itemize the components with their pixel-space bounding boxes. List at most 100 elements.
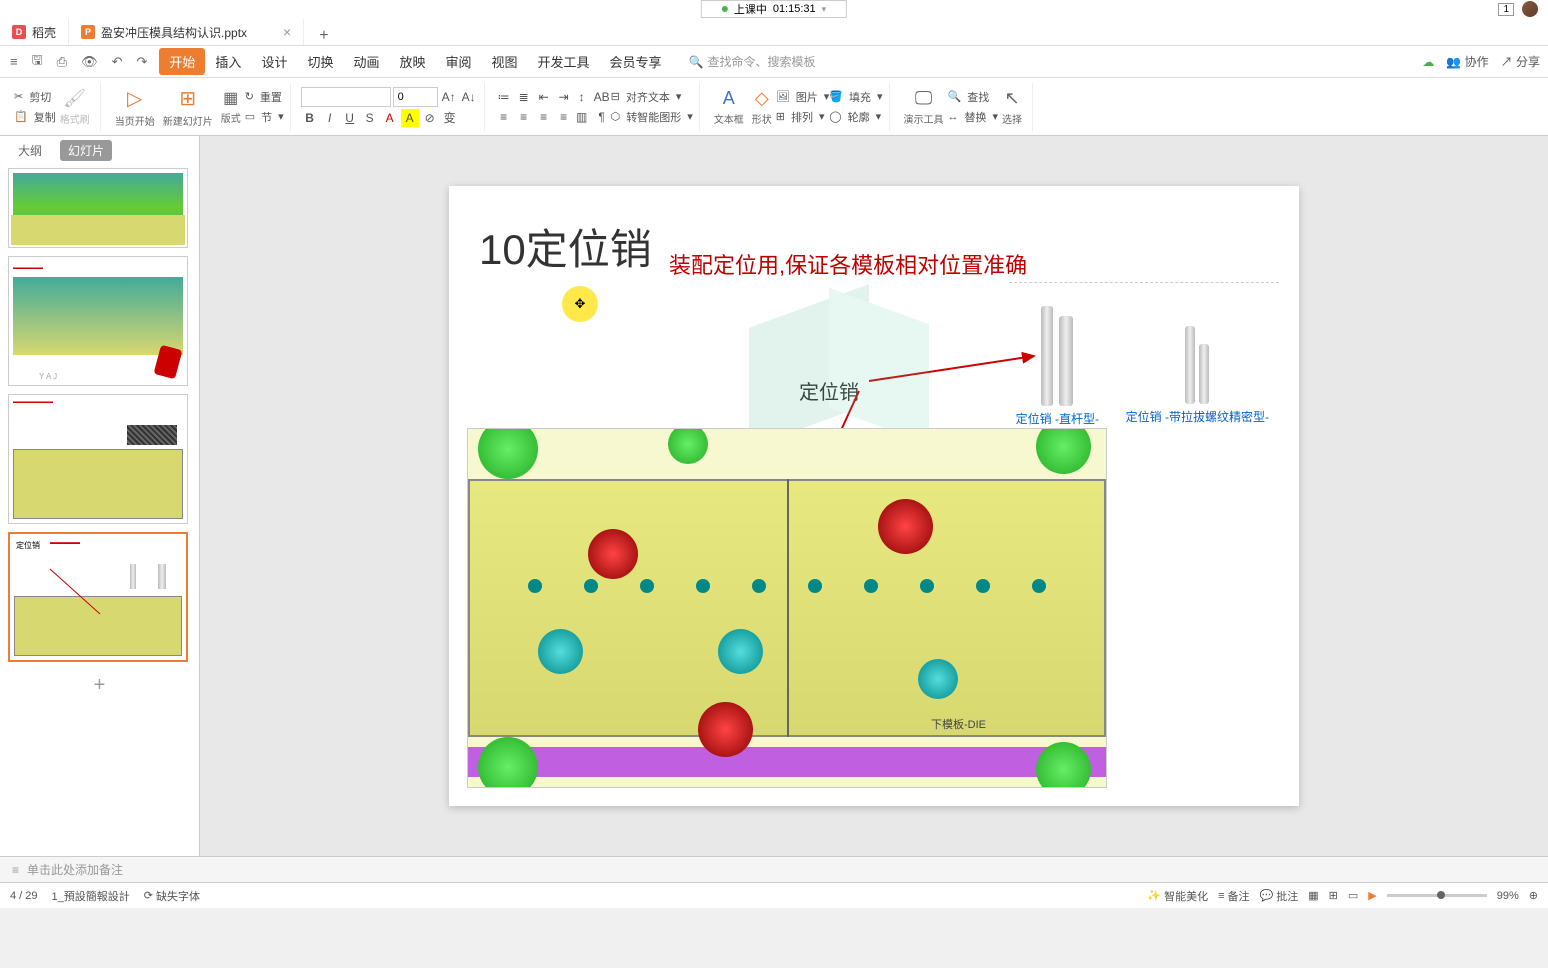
line-spacing-button[interactable]: ↕ — [573, 88, 591, 106]
command-search[interactable]: 🔍 查找命令、搜索模板 — [682, 50, 823, 73]
collab-button[interactable]: 👥 协作 — [1446, 53, 1488, 70]
font-size-input[interactable] — [393, 87, 438, 107]
cloud-sync-icon[interactable]: ☁ — [1422, 55, 1434, 69]
font-color-button[interactable]: A — [381, 109, 399, 127]
menu-review[interactable]: 审阅 — [436, 48, 482, 75]
underline-button[interactable]: U — [341, 109, 359, 127]
play-button[interactable]: ▶ — [1368, 889, 1376, 902]
view-reading-icon[interactable]: ▭ — [1348, 889, 1358, 902]
bold-button[interactable]: B — [301, 109, 319, 127]
ltr-button[interactable]: ¶ — [593, 108, 611, 126]
decrease-indent-button[interactable]: ⇤ — [535, 88, 553, 106]
increase-indent-button[interactable]: ⇥ — [555, 88, 573, 106]
shape-button[interactable]: ◇ 形状 — [748, 88, 776, 126]
thumb-2[interactable]: ▬▬▬▬▬▬ Y A J — [8, 256, 188, 386]
highlight-button[interactable]: A — [401, 109, 419, 127]
presentation-tools-button[interactable]: 🖵 演示工具 — [900, 88, 948, 126]
outline-tab-outline[interactable]: 大纲 — [10, 140, 50, 161]
section-button[interactable]: ▭节 ▾ — [245, 108, 284, 126]
menu-start[interactable]: 开始 — [159, 48, 205, 75]
new-slide-button[interactable]: ⊞ 新建幻灯片 — [159, 86, 217, 128]
page-counter[interactable]: 4 / 29 — [10, 890, 38, 902]
change-case-button[interactable]: 变 — [441, 109, 459, 127]
print-icon[interactable]: ⎙ — [55, 52, 69, 72]
bullets-button[interactable]: ≔ — [495, 88, 513, 106]
numbering-button[interactable]: ≣ — [515, 88, 533, 106]
menu-slideshow[interactable]: 放映 — [389, 48, 435, 75]
justify-button[interactable]: ≡ — [555, 108, 573, 126]
italic-button[interactable]: I — [321, 109, 339, 127]
thumb-4[interactable]: 定位销 ▬▬▬▬▬ — [8, 532, 188, 662]
find-button[interactable]: 🔍查找 — [948, 88, 999, 106]
page-indicator[interactable]: 1 — [1498, 3, 1514, 16]
image-button[interactable]: 🖼图片 ▾ — [776, 88, 830, 106]
user-avatar[interactable] — [1522, 1, 1538, 17]
columns-button[interactable]: ▥ — [573, 108, 591, 126]
template-name[interactable]: 1_預設簡報設計 — [52, 888, 130, 904]
strike-button[interactable]: S — [361, 109, 379, 127]
arrange-button[interactable]: ⊞排列 ▾ — [776, 108, 830, 126]
current-slide[interactable]: 10定位销 装配定位用,保证各模板相对位置准确 ✥ 定位销 定位销 -直杆型- — [449, 186, 1299, 806]
align-text-button[interactable]: ⊟对齐文本 ▾ — [611, 88, 693, 106]
recording-status[interactable]: 上课中 01:15:31 ▾ — [701, 0, 847, 18]
zoom-level[interactable]: 99% — [1497, 890, 1519, 902]
tab-home[interactable]: D 稻壳 — [0, 19, 69, 45]
menu-animation[interactable]: 动画 — [343, 48, 389, 75]
view-normal-icon[interactable]: ▦ — [1308, 889, 1318, 902]
tab-file[interactable]: P 盈安冲压模具结构认识.pptx × — [69, 19, 304, 45]
menu-design[interactable]: 设计 — [251, 48, 297, 75]
clear-format-button[interactable]: ⊘ — [421, 109, 439, 127]
dropdown-icon[interactable]: ▾ — [822, 4, 827, 15]
smartart-button[interactable]: ⬡转智能图形 ▾ — [611, 108, 693, 126]
fill-button[interactable]: 🪣填充 ▾ — [829, 88, 882, 106]
menu-member[interactable]: 会员专享 — [600, 48, 672, 75]
menu-icon[interactable]: ≡ — [8, 52, 20, 71]
zoom-slider[interactable] — [1387, 894, 1487, 897]
share-button[interactable]: ↗ 分享 — [1501, 53, 1540, 70]
replace-button[interactable]: ↔替换 ▾ — [948, 108, 999, 126]
add-tab-button[interactable]: + — [304, 27, 343, 45]
align-right-button[interactable]: ≡ — [535, 108, 553, 126]
view-sorter-icon[interactable]: ⊞ — [1329, 889, 1338, 902]
format-painter-button[interactable]: 🖌 格式刷 — [56, 88, 94, 126]
outline-tab-slides[interactable]: 幻灯片 — [60, 140, 112, 161]
mold-diagram[interactable]: 下模板-DIE — [467, 428, 1107, 788]
preview-icon[interactable]: 👁 — [79, 52, 100, 72]
menu-devtools[interactable]: 开发工具 — [528, 48, 600, 75]
thumb-3[interactable]: ▬▬▬▬▬▬▬▬ — [8, 394, 188, 524]
beautify-button[interactable]: ✨智能美化 — [1147, 888, 1208, 904]
reset-button[interactable]: ↻重置 — [245, 88, 284, 106]
start-from-current-button[interactable]: ▷ 当页开始 — [111, 86, 159, 128]
zoom-thumb[interactable] — [1437, 891, 1445, 899]
slide-subtitle[interactable]: 装配定位用,保证各模板相对位置准确 — [669, 248, 1027, 280]
fit-button[interactable]: ⊕ — [1529, 889, 1538, 902]
align-center-button[interactable]: ≡ — [515, 108, 533, 126]
align-left-button[interactable]: ≡ — [495, 108, 513, 126]
increase-font-icon[interactable]: A↑ — [440, 88, 458, 106]
menu-transition[interactable]: 切换 — [297, 48, 343, 75]
layout-button[interactable]: ▦ 版式 — [217, 88, 245, 125]
outline-button[interactable]: ◯轮廓 ▾ — [829, 108, 882, 126]
close-icon[interactable]: × — [283, 24, 291, 40]
missing-font-button[interactable]: ⟳缺失字体 — [144, 888, 200, 904]
redo-icon[interactable]: ↷ — [135, 52, 150, 72]
add-slide-button[interactable]: + — [8, 670, 191, 700]
menu-view[interactable]: 视图 — [482, 48, 528, 75]
copy-icon[interactable]: 📋 — [14, 110, 28, 123]
comments-button[interactable]: 💬 批注 — [1260, 888, 1299, 904]
textbox-button[interactable]: A 文本框 — [710, 88, 748, 126]
decrease-font-icon[interactable]: A↓ — [460, 88, 478, 106]
save-icon[interactable]: 🖫 — [30, 49, 45, 75]
cut-icon[interactable]: ✂ — [14, 90, 23, 103]
select-button[interactable]: ↖ 选择 — [998, 88, 1026, 126]
notes-bar[interactable]: ≡ 单击此处添加备注 — [0, 856, 1548, 882]
font-family-input[interactable] — [301, 87, 391, 107]
slide-editor[interactable]: 10定位销 装配定位用,保证各模板相对位置准确 ✥ 定位销 定位销 -直杆型- — [200, 136, 1548, 856]
text-direction-button[interactable]: AB — [593, 88, 611, 106]
thumb-1[interactable] — [8, 168, 188, 248]
pin-type-1[interactable]: 定位销 -直杆型- — [1016, 306, 1099, 427]
menu-insert[interactable]: 插入 — [205, 48, 251, 75]
pin-type-2[interactable]: 定位销 -带拉拔螺纹精密型- — [1126, 326, 1269, 425]
undo-icon[interactable]: ↶ — [110, 52, 125, 72]
notes-button[interactable]: ≡ 备注 — [1218, 888, 1249, 904]
